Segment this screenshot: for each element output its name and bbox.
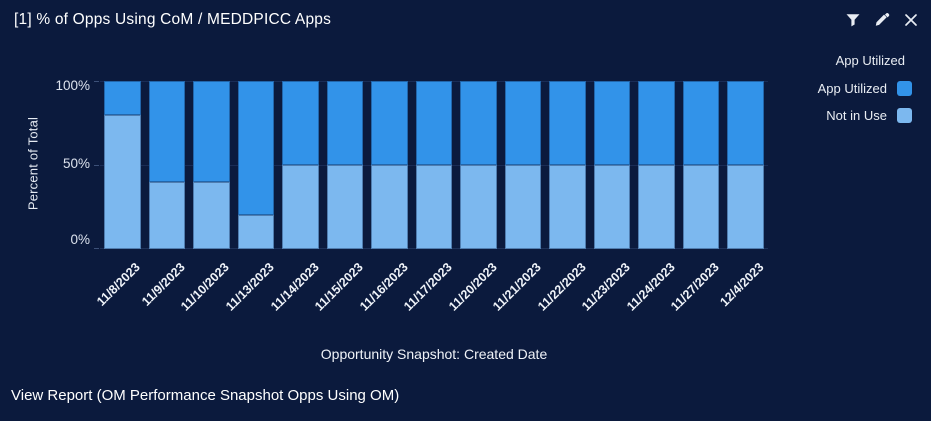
bar-segment-not-in-use[interactable] bbox=[460, 165, 497, 249]
legend-label: App Utilized bbox=[817, 81, 887, 96]
legend-title: App Utilized bbox=[835, 53, 905, 68]
bar-segment-app-utilized[interactable] bbox=[593, 81, 631, 165]
bar-11/27/2023[interactable] bbox=[682, 81, 720, 249]
bar-11/10/2023[interactable] bbox=[193, 81, 230, 249]
y-tick-50: 50% bbox=[62, 156, 90, 171]
bar-11/15/2023[interactable] bbox=[326, 81, 364, 249]
bar-segment-not-in-use[interactable] bbox=[549, 165, 586, 249]
close-icon[interactable] bbox=[903, 12, 919, 28]
bar-segment-app-utilized[interactable] bbox=[148, 81, 186, 182]
bar-segment-app-utilized[interactable] bbox=[282, 81, 319, 165]
bar-segment-app-utilized[interactable] bbox=[460, 81, 497, 165]
edit-icon[interactable] bbox=[874, 12, 890, 28]
bar-segment-app-utilized[interactable] bbox=[727, 81, 764, 165]
y-tick-0: 0% bbox=[70, 232, 90, 247]
bar-segment-not-in-use[interactable] bbox=[415, 165, 453, 249]
bar-11/20/2023[interactable] bbox=[460, 81, 497, 249]
y-tick-100: 100% bbox=[55, 78, 90, 93]
x-tick-label: 11/8/2023 bbox=[94, 260, 144, 309]
bar-11/22/2023[interactable] bbox=[549, 81, 586, 249]
legend-item-not-in-use[interactable]: Not in Use bbox=[818, 108, 912, 123]
filter-icon[interactable] bbox=[845, 12, 861, 28]
bar-segment-app-utilized[interactable] bbox=[326, 81, 364, 165]
bar-11/23/2023[interactable] bbox=[593, 81, 631, 249]
bar-11/13/2023[interactable] bbox=[237, 81, 275, 249]
chart-legend: App Utilized App Utilized Not in Use bbox=[818, 53, 912, 135]
bar-segment-not-in-use[interactable] bbox=[104, 114, 141, 249]
bar-segment-app-utilized[interactable] bbox=[549, 81, 586, 165]
bar-11/14/2023[interactable] bbox=[282, 81, 319, 249]
bar-segment-not-in-use[interactable] bbox=[237, 215, 275, 249]
bar-11/17/2023[interactable] bbox=[415, 81, 453, 249]
bar-11/9/2023[interactable] bbox=[148, 81, 186, 249]
legend-swatch-not-in-use bbox=[897, 108, 912, 123]
bar-segment-not-in-use[interactable] bbox=[193, 181, 230, 249]
legend-item-app-utilized[interactable]: App Utilized bbox=[818, 81, 912, 96]
x-tick-label: 12/4/2023 bbox=[717, 260, 767, 310]
bar-12/4/2023[interactable] bbox=[727, 81, 764, 249]
bar-segment-app-utilized[interactable] bbox=[638, 81, 675, 165]
y-axis-title: Percent of Total bbox=[25, 116, 41, 211]
bar-segment-not-in-use[interactable] bbox=[727, 165, 764, 249]
widget-title: [1] % of Opps Using CoM / MEDDPICC Apps bbox=[14, 11, 332, 28]
bar-segment-not-in-use[interactable] bbox=[682, 165, 720, 249]
bar-segment-app-utilized[interactable] bbox=[504, 81, 542, 165]
bar-segment-app-utilized[interactable] bbox=[237, 81, 275, 216]
bar-11/24/2023[interactable] bbox=[638, 81, 675, 249]
bar-11/8/2023[interactable] bbox=[104, 81, 141, 249]
bar-segment-app-utilized[interactable] bbox=[682, 81, 720, 165]
bar-segment-app-utilized[interactable] bbox=[371, 81, 408, 165]
legend-swatch-app-utilized bbox=[897, 81, 912, 96]
bar-segment-not-in-use[interactable] bbox=[638, 165, 675, 249]
bar-segment-not-in-use[interactable] bbox=[593, 165, 631, 249]
widget-actions bbox=[845, 12, 919, 28]
bar-segment-app-utilized[interactable] bbox=[415, 81, 453, 165]
bar-segment-not-in-use[interactable] bbox=[504, 165, 542, 249]
bar-11/21/2023[interactable] bbox=[504, 81, 542, 249]
bar-segment-not-in-use[interactable] bbox=[371, 165, 408, 249]
bar-segment-app-utilized[interactable] bbox=[193, 81, 230, 182]
bar-segment-not-in-use[interactable] bbox=[148, 181, 186, 249]
bar-segment-not-in-use[interactable] bbox=[282, 165, 319, 249]
plot-area bbox=[94, 81, 768, 249]
legend-label: Not in Use bbox=[826, 108, 887, 123]
view-report-link[interactable]: View Report (OM Performance Snapshot Opp… bbox=[11, 387, 400, 404]
bar-segment-app-utilized[interactable] bbox=[104, 81, 141, 115]
x-tick-label: 11/13/2023 bbox=[223, 260, 277, 314]
bar-11/16/2023[interactable] bbox=[371, 81, 408, 249]
x-axis-title: Opportunity Snapshot: Created Date bbox=[320, 346, 548, 362]
bar-segment-not-in-use[interactable] bbox=[326, 165, 364, 249]
